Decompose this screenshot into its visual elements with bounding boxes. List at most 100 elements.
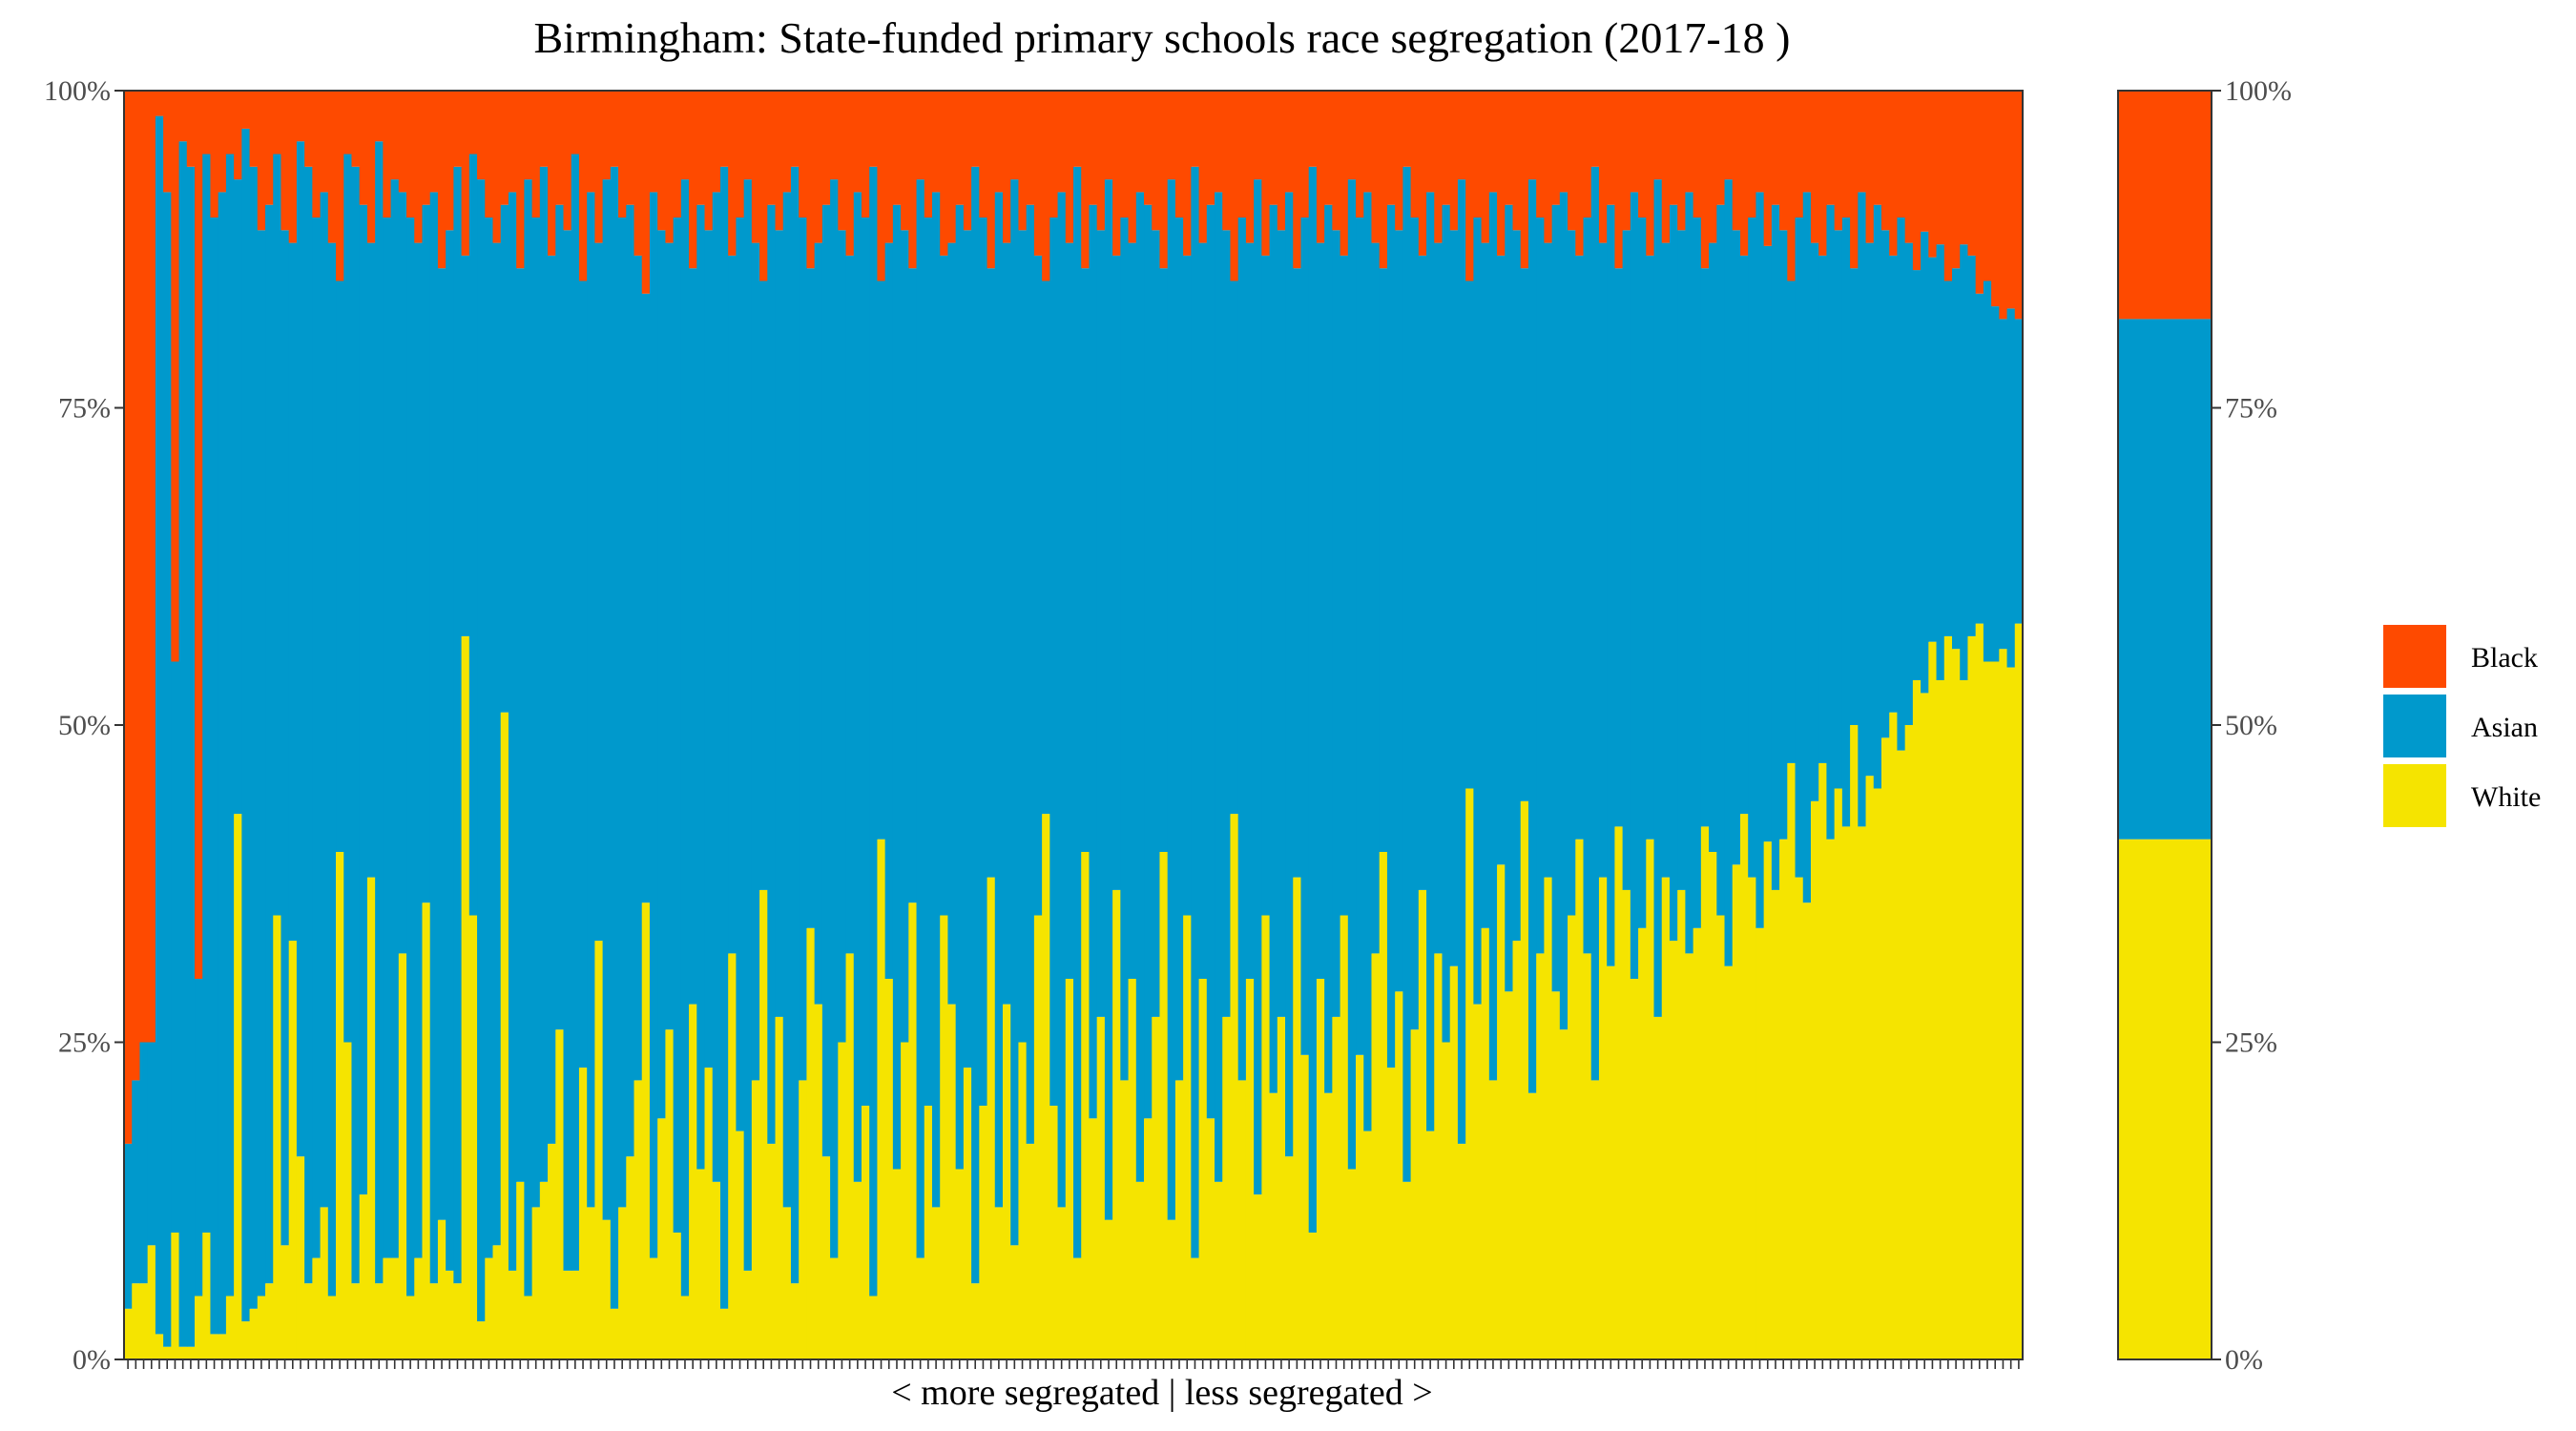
bar-segment-asian	[1057, 192, 1067, 1208]
bar-segment-asian	[1363, 192, 1373, 1131]
bar-segment-black	[1261, 91, 1271, 256]
bar-segment-white	[257, 1296, 266, 1359]
bar-segment-asian	[1858, 192, 1867, 827]
bar-segment-black	[288, 91, 298, 243]
bar-segment-asian	[147, 1042, 156, 1246]
bar-segment-asian	[516, 268, 525, 1182]
bar-segment-asian	[1928, 257, 1938, 642]
bar-segment-white	[641, 902, 651, 1359]
bar-segment-white	[1943, 635, 1953, 1359]
bar-segment-white	[1512, 941, 1522, 1359]
bar-segment-black	[626, 91, 635, 205]
bar-segment-white	[563, 1270, 572, 1359]
bar-segment-asian	[202, 154, 212, 1233]
bar-segment-black	[578, 91, 588, 281]
bar-segment-asian	[446, 230, 454, 1271]
left-tick-label: 75%	[58, 393, 111, 425]
bar-segment-black	[1081, 91, 1091, 269]
bar-segment-white	[1065, 979, 1074, 1359]
bar-segment-white	[555, 1029, 565, 1359]
bar-segment-white	[1834, 788, 1843, 1359]
bar-segment-white	[1104, 1219, 1113, 1359]
bar-segment-black	[1497, 91, 1506, 256]
bar-segment-black	[1379, 91, 1388, 269]
bar-segment-black	[1536, 91, 1545, 218]
bar-segment-white	[390, 1257, 400, 1359]
summary-plot-panel	[2117, 90, 2212, 1360]
bar-segment-black	[1897, 91, 1906, 218]
bar-segment-asian	[1135, 192, 1145, 1182]
bar-segment-asian	[712, 192, 721, 1182]
bar-segment-asian	[1818, 255, 1828, 763]
bar-segment-black	[1568, 91, 1576, 231]
bar-segment-black	[751, 91, 760, 243]
bar-segment-black	[602, 91, 612, 180]
bar-segment-black	[1269, 91, 1278, 205]
bar-segment-black	[1983, 91, 1992, 281]
bar-segment-white	[571, 1270, 580, 1359]
bar-segment-black	[186, 91, 196, 167]
bar-segment-black	[1551, 91, 1561, 205]
bar-segment-black	[453, 91, 463, 167]
bar-segment-asian	[1912, 270, 1922, 680]
legend-label-black: Black	[2471, 642, 2538, 674]
bar-segment-asian	[1951, 268, 1961, 650]
bar-segment-asian	[1065, 242, 1074, 980]
bar-segment-asian	[877, 280, 886, 840]
bar-segment-black	[1787, 91, 1797, 281]
bar-segment-white	[1018, 1042, 1028, 1359]
bar-segment-asian	[1426, 192, 1435, 1131]
bar-segment-black	[1544, 91, 1553, 243]
bar-segment-white	[861, 1106, 870, 1359]
bar-segment-black	[782, 91, 792, 193]
bar-segment-white	[1402, 1181, 1412, 1359]
bar-segment-black	[884, 91, 894, 243]
bar-segment-asian	[343, 154, 353, 1043]
bar-segment-black	[1607, 91, 1615, 205]
bar-segment-black	[437, 91, 447, 269]
bar-segment-asian	[719, 166, 729, 1309]
bar-segment-black	[955, 91, 965, 205]
bar-segment-white	[931, 1207, 941, 1359]
bar-segment-white	[1497, 864, 1506, 1359]
bar-segment-white	[1975, 623, 1984, 1359]
bar-segment-black	[1135, 91, 1145, 193]
bar-segment-white	[296, 1156, 305, 1359]
bar-segment-black	[665, 91, 675, 243]
bar-segment-white	[1921, 693, 1929, 1359]
bar-segment-white	[1010, 1245, 1020, 1359]
bar-segment-black	[265, 91, 274, 205]
bar-segment-asian	[1128, 242, 1137, 980]
bar-segment-white	[626, 1156, 635, 1359]
bar-segment-white	[578, 1068, 588, 1359]
bar-segment-black	[1073, 91, 1082, 167]
right-tick-label: 50%	[2225, 710, 2277, 741]
bar-segment-asian	[1457, 179, 1466, 1144]
bar-segment-black	[304, 91, 313, 167]
bar-segment-black	[225, 91, 235, 155]
bar-segment-white	[1536, 953, 1545, 1359]
bar-segment-asian	[265, 204, 274, 1284]
bar-segment-black	[1316, 91, 1325, 243]
bar-segment-asian	[468, 154, 478, 916]
bar-segment-asian	[587, 192, 595, 1208]
bar-segment-black	[1943, 91, 1953, 281]
bar-segment-asian	[1544, 242, 1553, 878]
bar-segment-asian	[626, 204, 635, 1157]
bar-segment-black	[1661, 91, 1671, 243]
bar-segment-white	[312, 1257, 322, 1359]
bar-segment-black	[485, 91, 494, 218]
legend-key-white	[2383, 764, 2446, 827]
bar-segment-asian	[1481, 242, 1490, 928]
bar-segment-asian	[853, 192, 862, 1182]
bar-segment-white	[1763, 841, 1773, 1359]
bar-segment-asian	[1497, 255, 1506, 865]
bar-segment-white	[963, 1068, 972, 1359]
bar-segment-black	[390, 91, 400, 180]
bar-segment-black	[1042, 91, 1050, 281]
bar-segment-asian	[485, 218, 494, 1258]
bar-segment-asian	[2006, 308, 2016, 668]
bar-segment-asian	[1434, 242, 1444, 954]
bar-segment-asian	[1018, 230, 1028, 1043]
bar-segment-black	[1254, 91, 1262, 180]
